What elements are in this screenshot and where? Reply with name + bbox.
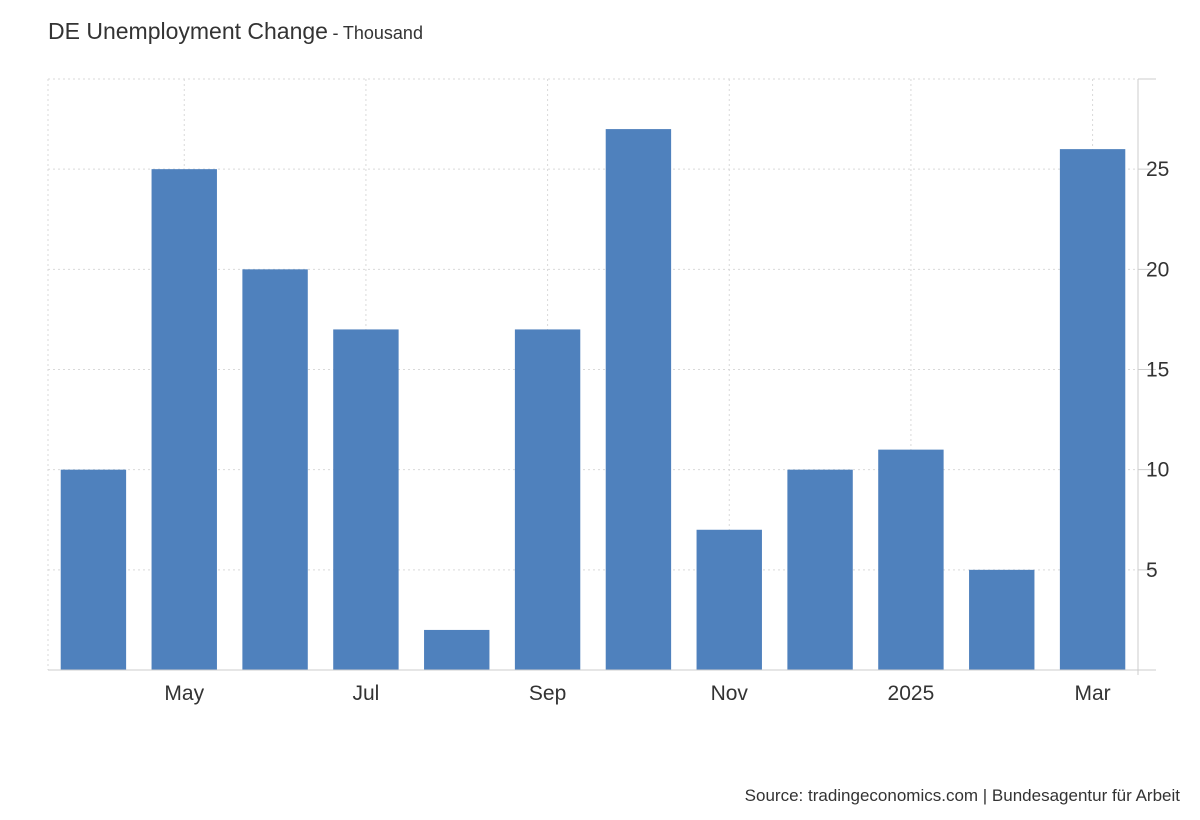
y-tick-label: 10 — [1146, 459, 1169, 482]
bar-2025-02 — [969, 569, 1035, 670]
y-tick-label: 20 — [1146, 258, 1169, 281]
bar-2024-10 — [605, 129, 672, 671]
y-tick-label: 15 — [1146, 358, 1169, 381]
x-tick-label: Jul — [352, 682, 379, 705]
bar-2024-07 — [333, 329, 399, 670]
chart-title: DE Unemployment Change — [48, 18, 328, 44]
x-tick-label: Nov — [711, 682, 749, 705]
chart-unit: Thousand — [342, 23, 423, 43]
bar-2024-04 — [60, 469, 127, 670]
x-tick-label: Sep — [529, 682, 566, 705]
chart-title-row: DE Unemployment Change - Thousand — [48, 18, 423, 45]
bar-2024-09 — [514, 329, 581, 670]
bar-2024-08 — [424, 629, 490, 670]
x-tick-label: Mar — [1074, 682, 1110, 705]
bar-2025-01 — [878, 449, 944, 670]
y-tick-label: 25 — [1146, 158, 1169, 181]
bar-2024-06 — [242, 269, 308, 670]
bar-2024-11 — [696, 529, 762, 670]
source-credit: Source: tradingeconomics.com | Bundesage… — [744, 786, 1180, 805]
bar-2024-12 — [787, 469, 853, 670]
title-separator: - — [332, 23, 339, 43]
y-tick-label: 5 — [1146, 559, 1158, 582]
bar-2025-03 — [1059, 149, 1126, 670]
bar-2024-05 — [151, 169, 217, 671]
x-tick-label: May — [164, 682, 204, 705]
x-tick-label: 2025 — [888, 682, 935, 705]
